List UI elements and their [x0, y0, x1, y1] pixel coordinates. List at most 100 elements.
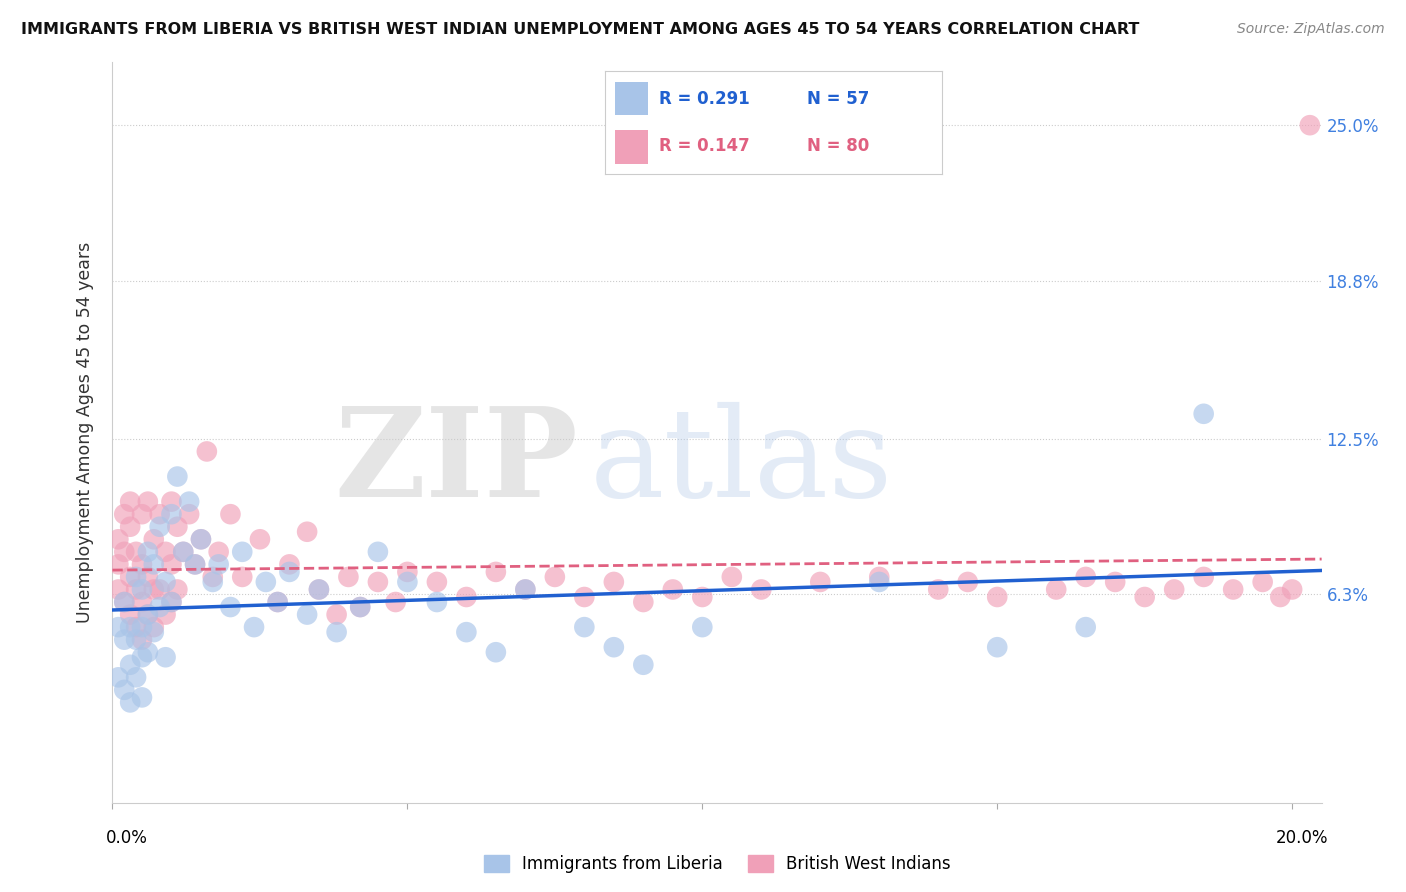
Legend: Immigrants from Liberia, British West Indians: Immigrants from Liberia, British West In…	[477, 848, 957, 880]
Text: R = 0.147: R = 0.147	[658, 137, 749, 155]
Point	[208, 558, 231, 572]
Point	[1045, 582, 1067, 597]
Point	[155, 650, 177, 665]
Point	[112, 507, 135, 521]
Point	[149, 520, 172, 534]
Point	[125, 670, 148, 684]
Point	[136, 607, 159, 622]
Point	[107, 670, 129, 684]
Point	[1104, 574, 1126, 589]
Point	[485, 645, 508, 659]
Point	[155, 574, 177, 589]
Point	[166, 520, 188, 534]
Point	[136, 607, 159, 622]
Point	[120, 695, 142, 709]
Point	[278, 565, 301, 579]
Point	[160, 494, 183, 508]
Point	[325, 607, 347, 622]
Point	[426, 574, 449, 589]
Y-axis label: Unemployment Among Ages 45 to 54 years: Unemployment Among Ages 45 to 54 years	[76, 242, 94, 624]
Point	[986, 590, 1008, 604]
Point	[1163, 582, 1185, 597]
FancyBboxPatch shape	[614, 130, 648, 163]
Point	[986, 640, 1008, 655]
Point	[1281, 582, 1303, 597]
Point	[1074, 620, 1097, 634]
Point	[112, 595, 135, 609]
Point	[692, 590, 714, 604]
Point	[142, 625, 165, 640]
Point	[112, 595, 135, 609]
Point	[172, 545, 194, 559]
Point	[308, 582, 330, 597]
Point	[149, 582, 172, 597]
Point	[515, 582, 537, 597]
Point	[485, 565, 508, 579]
Point	[426, 595, 449, 609]
Point	[633, 595, 655, 609]
Point	[720, 570, 742, 584]
Point	[149, 507, 172, 521]
Point	[149, 600, 172, 615]
Point	[136, 545, 159, 559]
Point	[278, 558, 301, 572]
Point	[325, 625, 347, 640]
Point	[808, 574, 831, 589]
Point	[136, 570, 159, 584]
Point	[367, 574, 389, 589]
Point	[160, 595, 183, 609]
Point	[107, 558, 129, 572]
Point	[456, 625, 478, 640]
Point	[456, 590, 478, 604]
Point	[349, 600, 371, 615]
Point	[131, 690, 153, 705]
Point	[1192, 570, 1215, 584]
Text: R = 0.291: R = 0.291	[658, 89, 749, 108]
Point	[295, 607, 318, 622]
Point	[131, 507, 153, 521]
Point	[396, 574, 419, 589]
Point	[120, 494, 142, 508]
Point	[112, 545, 135, 559]
Point	[125, 545, 148, 559]
Point	[201, 574, 224, 589]
Point	[125, 582, 148, 597]
Point	[603, 574, 626, 589]
Point	[1299, 118, 1322, 132]
Point	[136, 494, 159, 508]
Text: Source: ZipAtlas.com: Source: ZipAtlas.com	[1237, 22, 1385, 37]
Text: N = 57: N = 57	[807, 89, 869, 108]
Point	[231, 545, 253, 559]
Point	[367, 545, 389, 559]
Point	[131, 558, 153, 572]
Point	[131, 582, 153, 597]
Point	[868, 570, 890, 584]
Point	[160, 595, 183, 609]
Point	[231, 570, 253, 584]
Point	[120, 607, 142, 622]
FancyBboxPatch shape	[614, 82, 648, 115]
Point	[544, 570, 567, 584]
Point	[868, 574, 890, 589]
Point	[515, 582, 537, 597]
Point	[184, 558, 207, 572]
Point	[125, 620, 148, 634]
Point	[179, 494, 201, 508]
Point	[662, 582, 685, 597]
Point	[308, 582, 330, 597]
Text: 20.0%: 20.0%	[1277, 829, 1329, 847]
Point	[195, 444, 218, 458]
Point	[266, 595, 288, 609]
Point	[1270, 590, 1292, 604]
Point	[266, 595, 288, 609]
Point	[219, 507, 242, 521]
Point	[254, 574, 277, 589]
Point	[927, 582, 949, 597]
Point	[603, 640, 626, 655]
Point	[1251, 574, 1274, 589]
Point	[160, 507, 183, 521]
Point	[243, 620, 266, 634]
Point	[349, 600, 371, 615]
Point	[956, 574, 979, 589]
Point	[1133, 590, 1156, 604]
